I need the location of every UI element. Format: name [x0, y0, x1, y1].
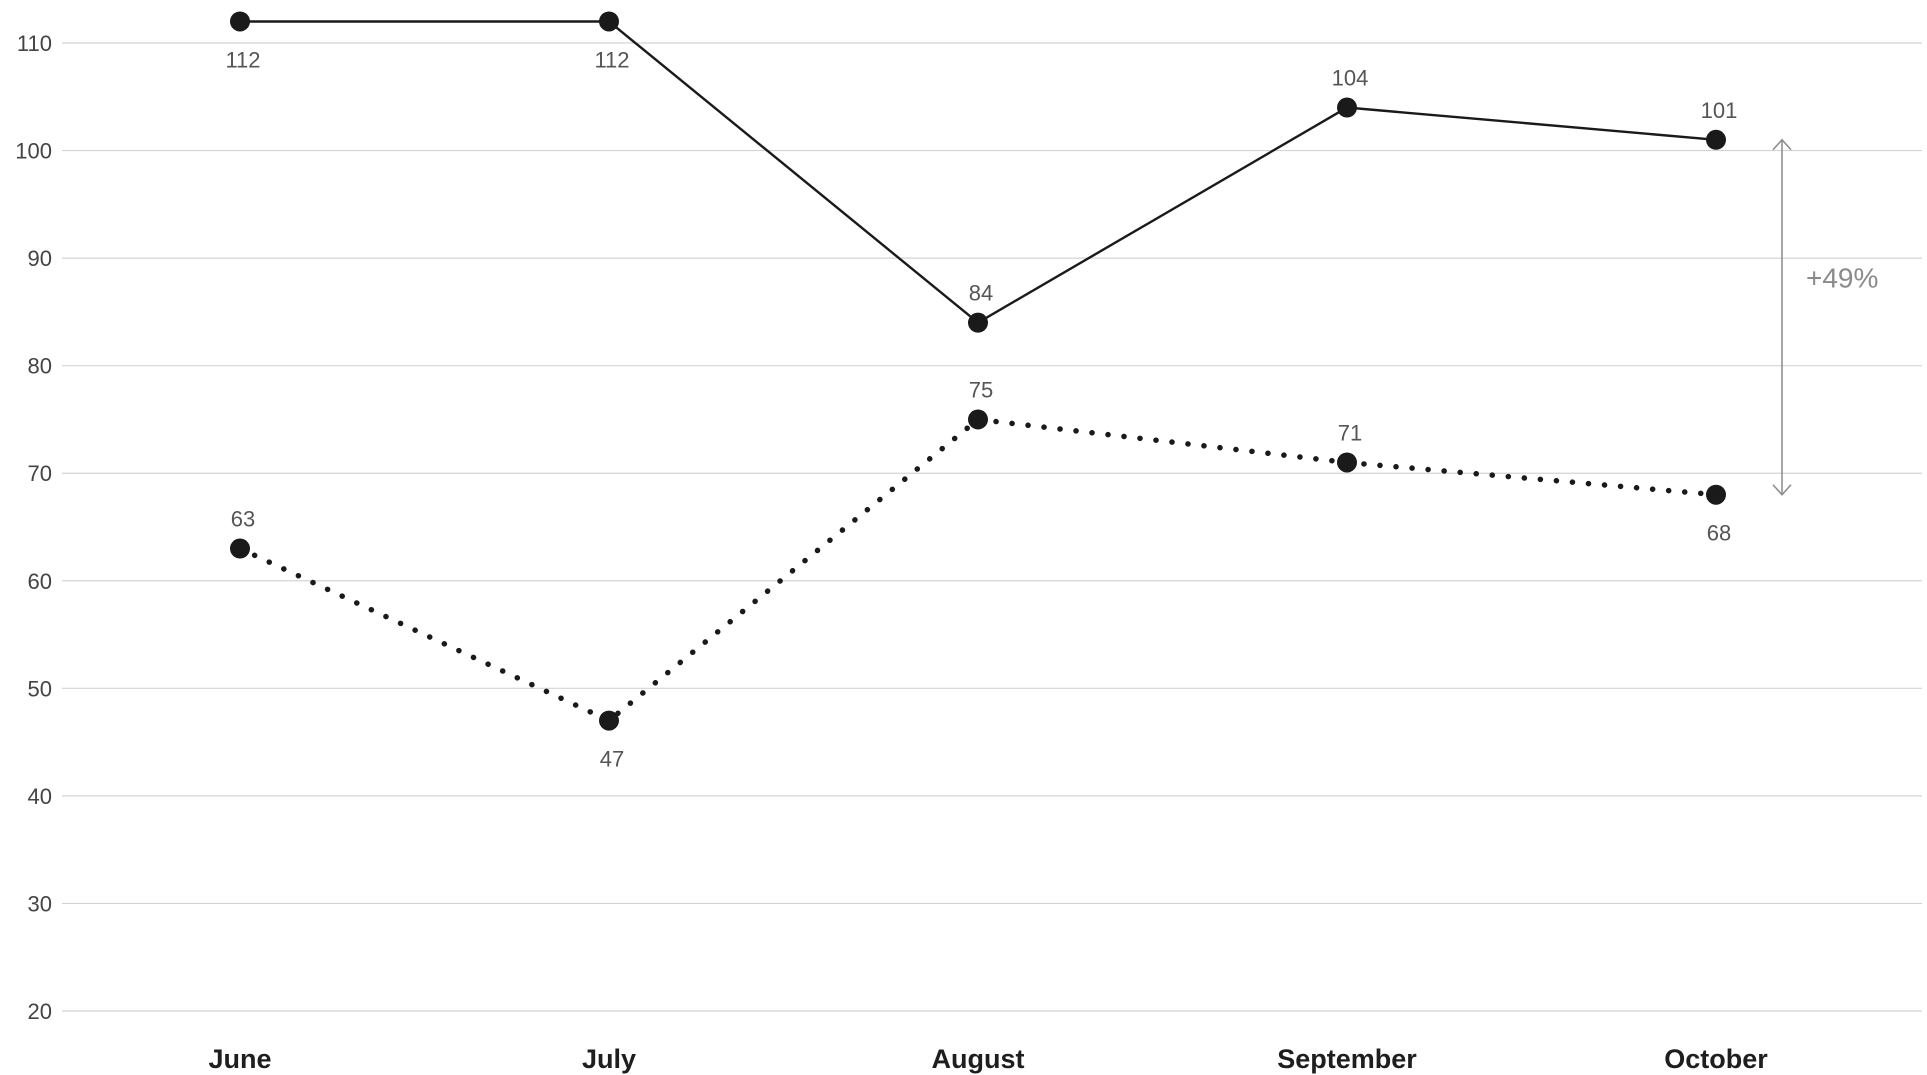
y-tick-label: 100	[15, 139, 52, 164]
data-point	[599, 11, 619, 32]
data-point	[968, 312, 988, 333]
y-tick-label: 30	[28, 891, 52, 916]
y-tick-label: 70	[28, 461, 52, 486]
difference-annotation: +49%	[1772, 138, 1878, 496]
series-line	[240, 20, 1717, 325]
data-point	[968, 409, 988, 430]
y-tick-label: 90	[28, 246, 52, 271]
x-tick-label: August	[932, 1044, 1025, 1074]
series-dotted: 63 47 75 71 68	[230, 377, 1731, 772]
data-point	[1706, 484, 1726, 505]
series-solid: 112 112 84 104 101	[225, 11, 1738, 333]
y-tick-label: 110	[17, 31, 52, 56]
x-tick-label: June	[208, 1044, 271, 1074]
y-tick-label: 40	[28, 784, 52, 809]
data-label: 101	[1701, 98, 1738, 123]
annotation-arrow-head-bottom	[1772, 484, 1792, 496]
data-label: 112	[594, 47, 629, 72]
data-label: 71	[1338, 420, 1362, 445]
grid-lines	[62, 42, 1922, 1012]
data-point	[230, 538, 250, 559]
y-tick-label: 20	[28, 999, 52, 1024]
x-tick-label: September	[1277, 1044, 1417, 1074]
data-label: 63	[231, 507, 255, 532]
data-label: 84	[969, 281, 993, 306]
data-label: 104	[1332, 66, 1369, 91]
annotation-label: +49%	[1806, 262, 1878, 293]
data-point	[1337, 452, 1357, 473]
data-label: 75	[969, 377, 993, 402]
data-point	[599, 710, 619, 731]
y-tick-label: 50	[28, 676, 52, 701]
data-point	[230, 11, 250, 32]
y-axis-ticks: 20 30 40 50 60 70 80 90 100 110	[15, 31, 52, 1024]
data-label: 68	[1707, 521, 1731, 546]
x-tick-label: October	[1664, 1044, 1768, 1074]
data-label: 47	[600, 747, 624, 772]
data-label: 112	[225, 47, 260, 72]
x-axis-ticks: June July August September October	[208, 1044, 1768, 1074]
series-group: 112 112 84 104 101 63 47 75 71 68	[225, 11, 1738, 772]
data-point	[1706, 129, 1726, 150]
y-tick-label: 80	[28, 354, 52, 379]
series-line	[237, 416, 1719, 724]
data-point	[1337, 97, 1357, 118]
y-tick-label: 60	[28, 569, 52, 594]
annotation-arrow-head-top	[1772, 138, 1792, 151]
x-tick-label: July	[582, 1044, 636, 1074]
